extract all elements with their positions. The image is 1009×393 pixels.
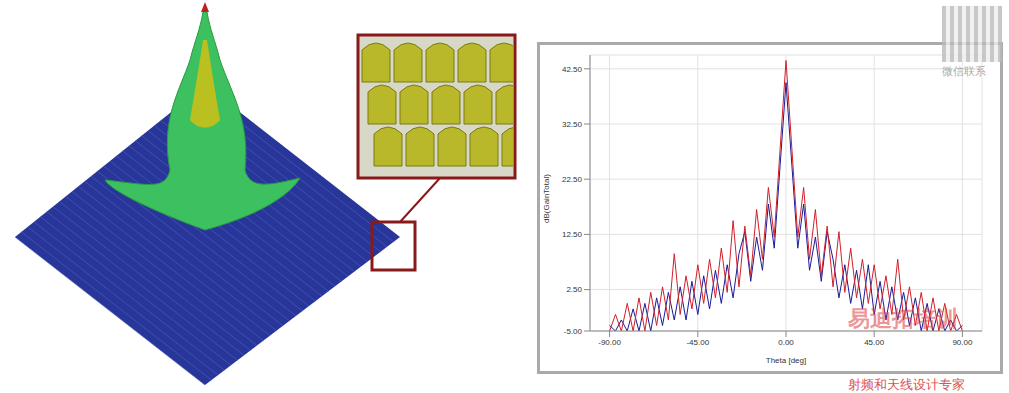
svg-text:42.50: 42.50 <box>562 65 583 74</box>
html-text:射频和天线设计专家: 射频和天线设计专家 <box>848 377 965 392</box>
svg-text:90.00: 90.00 <box>952 338 973 347</box>
svg-text:Theta [deg]: Theta [deg] <box>766 356 806 365</box>
html-text:微信联系: 微信联系 <box>942 65 986 77</box>
svg-text:32.50: 32.50 <box>562 120 583 129</box>
svg-text:12.50: 12.50 <box>562 230 583 239</box>
svg-text:dB(GainTotal): dB(GainTotal) <box>542 174 551 223</box>
html-text:易迪拓培训: 易迪拓培训 <box>848 306 958 331</box>
svg-text:22.50: 22.50 <box>562 175 583 184</box>
svg-text:-90.00: -90.00 <box>598 338 621 347</box>
svg-text:45.00: 45.00 <box>864 338 885 347</box>
svg-text:0.00: 0.00 <box>778 338 794 347</box>
svg-text:-5.00: -5.00 <box>564 327 583 336</box>
svg-text:-45.00: -45.00 <box>686 338 709 347</box>
svg-text:2.50: 2.50 <box>566 285 582 294</box>
